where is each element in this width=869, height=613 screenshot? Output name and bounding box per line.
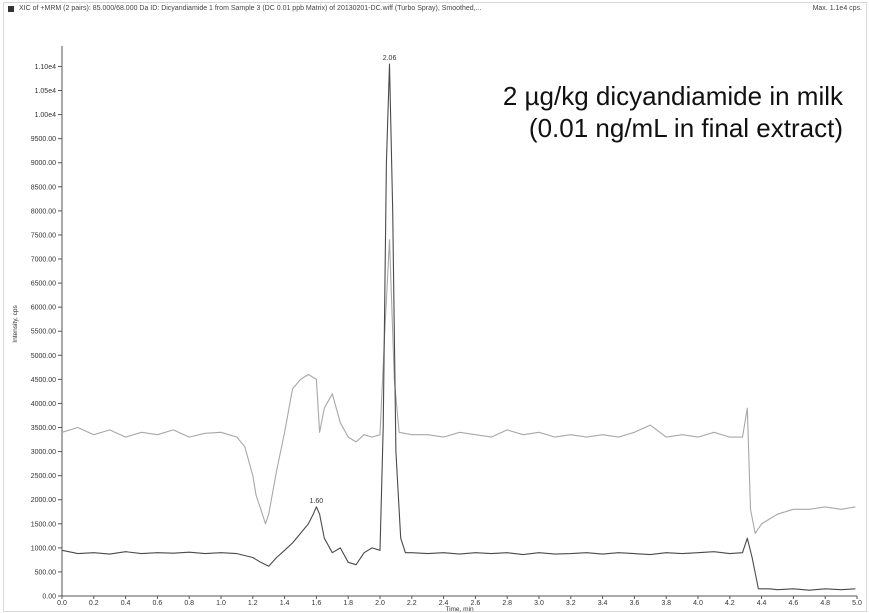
y-tick-label: 6500.00 xyxy=(31,281,56,288)
annotation-line-2: (0.01 ng/mL in final extract) xyxy=(528,113,843,143)
x-tick-label: 4.0 xyxy=(693,600,703,607)
x-tick-label: 0.4 xyxy=(121,600,131,607)
y-tick-label: 6000.00 xyxy=(31,305,56,312)
chart-header: XIC of +MRM (2 pairs): 85.000/68.000 Da … xyxy=(4,3,866,17)
y-tick-label: 5500.00 xyxy=(31,329,56,336)
y-tick-label: 8500.00 xyxy=(31,184,56,191)
x-tick-label: 0.0 xyxy=(57,600,67,607)
peak-labels: 2.06 1.60 xyxy=(310,55,397,505)
x-tick-label: 0.8 xyxy=(184,600,194,607)
y-tick-label: 1.10e4 xyxy=(35,64,57,71)
series-line-2 xyxy=(61,63,856,591)
x-tick-label: 4.2 xyxy=(725,600,735,607)
x-tick-label: 4.4 xyxy=(757,600,767,607)
x-tick-label: 3.4 xyxy=(598,600,608,607)
y-tick-label: 7500.00 xyxy=(31,232,56,239)
y-axis-label: Intensity, cps xyxy=(12,305,19,343)
x-tick-label: 3.2 xyxy=(566,600,576,607)
x-tick-label: 2.4 xyxy=(439,600,449,607)
x-tick-label: 2.6 xyxy=(471,600,481,607)
y-tick-label: 9000.00 xyxy=(31,160,56,167)
series-line-1 xyxy=(61,239,856,534)
x-axis-label: Time, min xyxy=(445,606,474,613)
y-tick-label: 3000.00 xyxy=(31,449,56,456)
x-tick-label: 1.4 xyxy=(280,600,290,607)
y-tick-label: 4500.00 xyxy=(31,377,56,384)
x-tick-label: 2.0 xyxy=(375,600,385,607)
x-tick-label: 3.8 xyxy=(661,600,671,607)
peak-label: 1.60 xyxy=(310,498,324,505)
x-tick-label: 4.6 xyxy=(789,600,799,607)
x-tick-label: 2.2 xyxy=(407,600,417,607)
annotation-line-1: 2 µg/kg dicyandiamide in milk xyxy=(502,81,843,111)
x-tick-label: 3.6 xyxy=(630,600,640,607)
y-tick-label: 1.00e4 xyxy=(35,112,57,119)
y-tick-label: 9500.00 xyxy=(31,136,56,143)
x-tick-label: 4.8 xyxy=(820,600,830,607)
y-tick-label: 7000.00 xyxy=(31,257,56,264)
y-tick-label: 3500.00 xyxy=(31,425,56,432)
plot-frame: XIC of +MRM (2 pairs): 85.000/68.000 Da … xyxy=(3,2,867,612)
header-marker-icon xyxy=(8,6,14,12)
y-tick-label: 500.00 xyxy=(35,569,57,576)
x-tick-label: 1.6 xyxy=(312,600,322,607)
x-tick-label: 2.8 xyxy=(502,600,512,607)
y-tick-label: 0.00 xyxy=(42,594,56,601)
max-intensity-label: Max. 1.1e4 cps. xyxy=(812,5,862,12)
series-lines xyxy=(61,63,856,591)
x-tick-label: 3.0 xyxy=(534,600,544,607)
x-tick-label: 1.0 xyxy=(216,600,226,607)
x-tick-label: 0.2 xyxy=(89,600,99,607)
y-tick-label: 1.05e4 xyxy=(35,88,57,95)
y-tick-label: 5000.00 xyxy=(31,353,56,360)
y-tick-label: 4000.00 xyxy=(31,401,56,408)
y-tick-label: 1500.00 xyxy=(31,521,56,528)
x-tick-label: 0.6 xyxy=(153,600,163,607)
axes: 0.00 500.00 1000.00 1500.00 2000.00 2500.00 30… xyxy=(12,46,862,613)
y-tick-label: 1000.00 xyxy=(31,545,56,552)
x-tick-label: 1.8 xyxy=(343,600,353,607)
sample-annotation: 2 µg/kg dicyandiamide in milk (0.01 ng/m… xyxy=(503,80,843,144)
y-tick-label: 8000.00 xyxy=(31,208,56,215)
y-tick-label: 2000.00 xyxy=(31,497,56,504)
x-tick-label: 1.2 xyxy=(248,600,258,607)
y-tick-label: 2500.00 xyxy=(31,473,56,480)
chart-title: XIC of +MRM (2 pairs): 85.000/68.000 Da … xyxy=(19,5,482,12)
peak-label: 2.06 xyxy=(383,55,397,62)
x-tick-label: 5.0 xyxy=(852,600,862,607)
